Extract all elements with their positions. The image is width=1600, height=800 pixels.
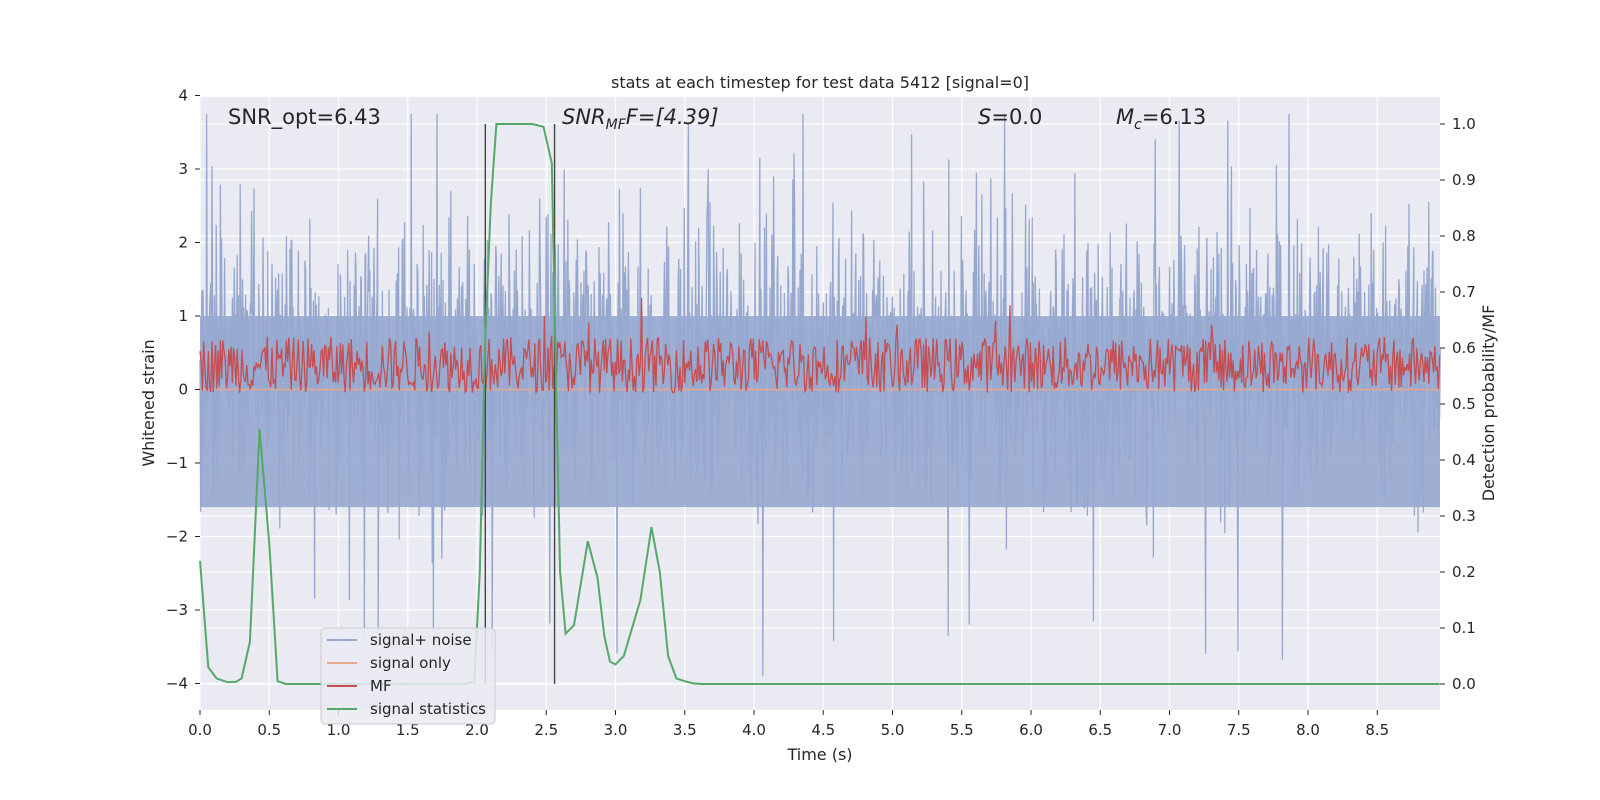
y-axis-right-ticks: 1.0 0.9 0.8 0.7 0.6 0.5 0.4 0.3 0.2 0.1 0.0 xyxy=(1440,115,1476,693)
annotation-mc-main: M xyxy=(1116,105,1134,129)
vertical-markers xyxy=(484,124,556,684)
annotation-mc-tail: =6.13 xyxy=(1142,105,1206,129)
x-axis-label: Time (s) xyxy=(786,745,852,764)
y-right-tick-label: 0.6 xyxy=(1452,339,1476,357)
x-tick-label: 7.5 xyxy=(1227,721,1251,739)
y-right-tick-label: 0.9 xyxy=(1452,171,1476,189)
y-tick-label: 0 xyxy=(178,381,188,399)
x-tick-label: 6.5 xyxy=(1088,721,1112,739)
annotation-mc: Mc=6.13 xyxy=(1116,105,1206,133)
x-tick-label: 4.5 xyxy=(811,721,835,739)
y-tick-label: −4 xyxy=(166,675,188,693)
x-tick-label: 8.5 xyxy=(1365,721,1389,739)
y-tick-label: 2 xyxy=(178,234,188,252)
y-right-tick-label: 0.7 xyxy=(1452,283,1476,301)
legend-label-signal-statistics: signal statistics xyxy=(370,700,486,718)
y-tick-label: 3 xyxy=(178,160,188,178)
x-tick-label: 1.5 xyxy=(396,721,420,739)
annotation-snr-opt: SNR_opt=6.43 xyxy=(228,105,381,130)
x-axis-ticks: 0.0 0.5 1.0 1.5 2.0 2.5 3.0 3.5 4.0 4.5 5.0 5.5 6.0 6… xyxy=(188,710,1389,739)
x-tick-label: 1.0 xyxy=(327,721,351,739)
series-signal-statistics xyxy=(199,123,1440,685)
y-axis-label: Whitened strain xyxy=(139,339,158,466)
chart-title: stats at each timestep for test data 541… xyxy=(611,73,1029,92)
annotation-snr-mf: SNRMFF=[4.39] xyxy=(562,105,719,133)
legend-box xyxy=(320,627,496,725)
y-tick-label: 1 xyxy=(178,307,188,325)
y-axis-right-label: Detection probability/MF xyxy=(1479,305,1498,502)
x-tick-label: 5.5 xyxy=(950,721,974,739)
x-tick-label: 3.5 xyxy=(673,721,697,739)
annotation-snr-mf-sub: MF xyxy=(606,117,627,133)
y-right-tick-label: 0.5 xyxy=(1452,395,1476,413)
y-right-tick-label: 0.4 xyxy=(1452,451,1476,469)
x-tick-label: 4.0 xyxy=(742,721,766,739)
legend-label-signal-only: signal only xyxy=(370,654,451,672)
x-tick-label: 2.0 xyxy=(465,721,489,739)
series-mf xyxy=(199,297,1441,394)
y-right-tick-label: 0.3 xyxy=(1452,507,1476,525)
x-tick-label: 0.5 xyxy=(257,721,281,739)
y-axis-left-ticks: 4 3 2 1 0 −1 −2 −3 −4 xyxy=(166,87,200,693)
y-tick-label: −1 xyxy=(166,454,188,472)
series-signal-noise xyxy=(199,113,1441,677)
annotation-s-main: S xyxy=(978,105,991,129)
y-tick-label: −3 xyxy=(166,601,188,619)
annotation-snr-mf-tail: F=[4.39] xyxy=(626,105,719,129)
annotation-mc-sub: c xyxy=(1134,117,1142,133)
signal-noise-core xyxy=(200,316,1440,508)
legend-label-mf: MF xyxy=(370,677,392,695)
x-tick-label: 2.5 xyxy=(534,721,558,739)
y-right-tick-label: 1.0 xyxy=(1452,115,1476,133)
y-right-tick-label: 0.0 xyxy=(1452,675,1476,693)
x-tick-label: 8.0 xyxy=(1296,721,1320,739)
legend-label-signal-noise: signal+ noise xyxy=(370,631,472,649)
y-tick-label: −2 xyxy=(166,528,188,546)
x-tick-label: 5.0 xyxy=(881,721,905,739)
annotation-s-tail: =0.0 xyxy=(991,105,1042,129)
x-tick-label: 7.0 xyxy=(1158,721,1182,739)
y-right-tick-label: 0.1 xyxy=(1452,619,1476,637)
y-tick-label: 4 xyxy=(178,87,188,105)
signal-statistics-points xyxy=(199,123,1440,685)
x-tick-label: 0.0 xyxy=(188,721,212,739)
y-right-tick-label: 0.2 xyxy=(1452,563,1476,581)
annotation-s: S=0.0 xyxy=(978,105,1042,129)
annotation-snr-mf-main: SNR xyxy=(562,105,606,129)
legend: signal+ noise signal only MF signal stat… xyxy=(320,627,496,725)
y-right-tick-label: 0.8 xyxy=(1452,227,1476,245)
x-tick-label: 3.0 xyxy=(604,721,628,739)
x-tick-label: 6.0 xyxy=(1019,721,1043,739)
